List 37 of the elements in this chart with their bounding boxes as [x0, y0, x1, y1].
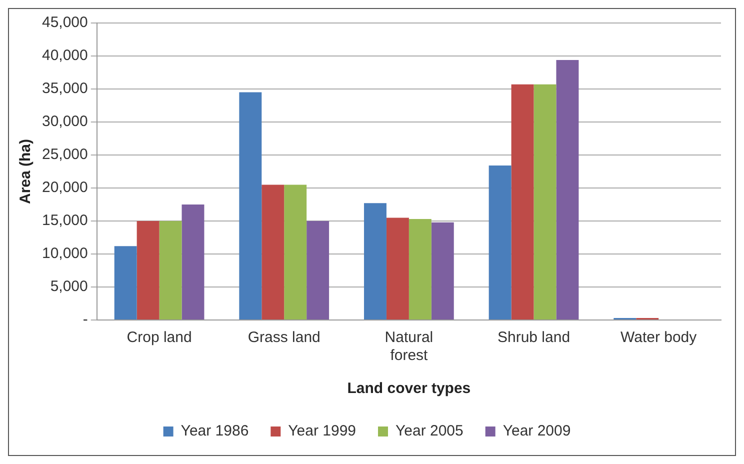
bar [534, 84, 556, 320]
y-tick-label: - [82, 311, 88, 328]
y-tick-label: 25,000 [42, 146, 88, 164]
x-axis-title: Land cover types [347, 380, 471, 398]
x-tick-label: Shrub land [497, 329, 570, 346]
y-tick-label: 30,000 [42, 113, 88, 130]
legend-label: Year 2009 [502, 422, 571, 440]
legend-label: Year 2005 [396, 422, 464, 440]
x-tick-label: Natural forest [384, 329, 434, 364]
bar [182, 204, 204, 320]
x-tick-label: Grass land [248, 329, 320, 346]
bar [159, 221, 182, 320]
bar [284, 184, 307, 320]
bar [431, 222, 454, 320]
bar [556, 60, 579, 320]
y-axis-title: Area (ha) [17, 138, 34, 204]
y-tick-label: 40,000 [42, 47, 88, 64]
bar [408, 219, 432, 320]
y-tick-label: 45,000 [42, 14, 88, 32]
bar [136, 221, 160, 320]
x-tick-label: Water body [620, 329, 698, 346]
bar [386, 218, 409, 320]
y-tick-label: 20,000 [42, 179, 88, 196]
bar [239, 92, 262, 320]
x-tick-label: Crop land [126, 329, 192, 346]
y-tick-label: 5,000 [50, 278, 88, 296]
bar [306, 221, 330, 320]
y-tick-label: 35,000 [42, 80, 88, 98]
bar [511, 84, 534, 320]
bar [488, 166, 512, 320]
y-tick-label: 10,000 [42, 245, 88, 262]
y-tick-label: 15,000 [42, 212, 88, 230]
bar [364, 203, 386, 320]
legend-label: Year 1986 [180, 422, 249, 440]
legend-label: Year 1999 [288, 422, 356, 440]
bar [114, 246, 137, 320]
bar [262, 184, 284, 320]
